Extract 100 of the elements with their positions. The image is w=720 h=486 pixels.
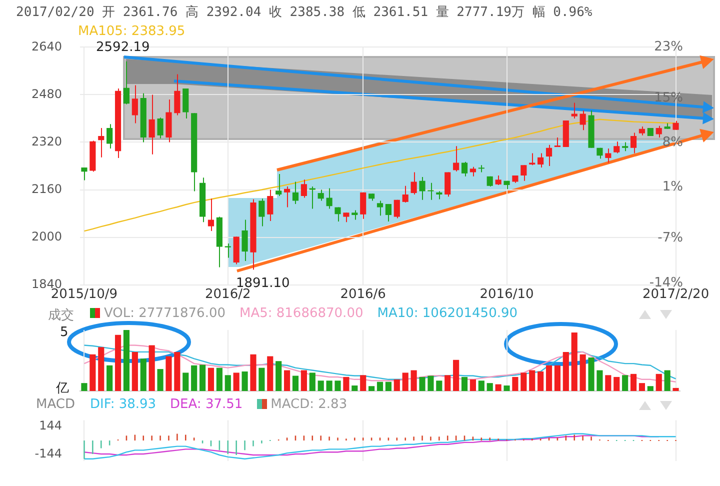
text: MA5: 81686870.00: [240, 306, 364, 321]
bar: [394, 379, 400, 391]
bar: [672, 388, 679, 391]
bar: [191, 365, 198, 391]
bar: [318, 380, 324, 391]
y-axis-title: 成交: [48, 307, 74, 324]
bar: [233, 372, 240, 391]
y2-tick-label: 23%: [654, 40, 683, 55]
bar: [664, 370, 670, 391]
y-tick-label: 2160: [31, 182, 62, 196]
candlestick: [622, 142, 628, 152]
candlestick: [672, 120, 679, 130]
bar: [605, 375, 612, 391]
y-tick-label: 2640: [31, 39, 62, 54]
bar: [436, 380, 442, 391]
bar: [132, 352, 138, 391]
chart-title: 2017/02/20 开 2361.76 高 2392.04 收 2385.38 低 2361.51 量 2777.19万 幅 0.96%: [16, 4, 592, 21]
text: MA105: 2383.95: [78, 24, 186, 39]
y-tick-label: 144: [39, 418, 62, 433]
x-tick-label: 2017/2/20: [642, 286, 710, 302]
bar: [343, 376, 350, 391]
bar: [106, 365, 113, 391]
bar: [352, 386, 358, 391]
y-tick-label: 2320: [31, 134, 62, 148]
bar: [461, 376, 468, 391]
candlestick: [242, 219, 248, 262]
bar: [98, 347, 104, 391]
bar: [284, 370, 290, 391]
bar: [267, 356, 274, 391]
bar: [90, 354, 96, 391]
candlestick: [224, 243, 231, 258]
bar: [596, 370, 603, 391]
bar: [588, 357, 594, 391]
text: 5: [60, 325, 68, 340]
bar: [656, 374, 662, 391]
bar: [562, 352, 569, 391]
bar: [368, 386, 375, 391]
bar: [242, 371, 248, 391]
bar: [334, 380, 341, 391]
text: MA10: 106201450.90: [377, 306, 518, 321]
bar: [453, 360, 460, 391]
bar: [622, 375, 628, 391]
y-tick-label: -144: [34, 446, 62, 461]
bar: [571, 332, 578, 391]
legend-label: MACD: 2.83: [270, 397, 348, 412]
legend-label: VOL: 27771876.00: [103, 306, 226, 321]
candlestick: [571, 102, 578, 119]
x-tick-label: 2015/10/9: [50, 286, 118, 302]
bar: [486, 383, 493, 391]
x-tick-label: 2016/2: [205, 286, 251, 302]
candlestick: [588, 110, 594, 148]
y-tick-label: 2480: [31, 86, 62, 101]
bar: [81, 383, 88, 391]
bar: [647, 386, 654, 391]
bar: [182, 372, 189, 391]
bar: [148, 345, 155, 391]
bar: [309, 372, 316, 391]
bar: [478, 380, 484, 391]
bar: [538, 371, 544, 391]
bar: [444, 375, 451, 391]
bar: [428, 376, 434, 391]
bar: [224, 375, 231, 391]
bar: [376, 382, 384, 391]
y-axis-title: MACD: [36, 397, 75, 412]
bar: [166, 356, 172, 391]
bar: [208, 368, 214, 391]
bar: [199, 364, 206, 391]
bar: [300, 370, 307, 391]
text: DIF: 38.93: [90, 397, 156, 412]
candlestick: [250, 198, 256, 270]
y2-tick-label: 1%: [662, 180, 683, 195]
text: DEA: 37.51: [170, 397, 243, 412]
x-tick-label: 2016/6: [340, 286, 386, 302]
bar: [630, 374, 637, 391]
y2-tick-label: -7%: [658, 230, 683, 246]
candlestick: [166, 98, 172, 143]
bar: [292, 376, 299, 391]
bar: [554, 365, 561, 391]
bar: [512, 376, 518, 391]
bar: [638, 383, 646, 391]
bar: [276, 361, 282, 391]
bar: [580, 354, 586, 391]
bar: [504, 386, 510, 391]
bar: [495, 384, 502, 391]
y-tick-label: 2000: [31, 229, 62, 244]
bar: [216, 368, 222, 391]
bar: [250, 354, 256, 391]
bar: [360, 375, 366, 391]
bar: [123, 330, 130, 391]
annotation: 2592.19: [96, 40, 150, 55]
bar: [529, 370, 536, 391]
bar: [470, 379, 476, 391]
bar: [174, 352, 180, 391]
bar: [546, 365, 552, 391]
bar: [402, 372, 408, 391]
y2-tick-label: 8%: [662, 135, 683, 150]
bar: [326, 380, 332, 391]
bar: [614, 376, 620, 391]
bar: [419, 376, 426, 391]
bar: [114, 334, 122, 391]
